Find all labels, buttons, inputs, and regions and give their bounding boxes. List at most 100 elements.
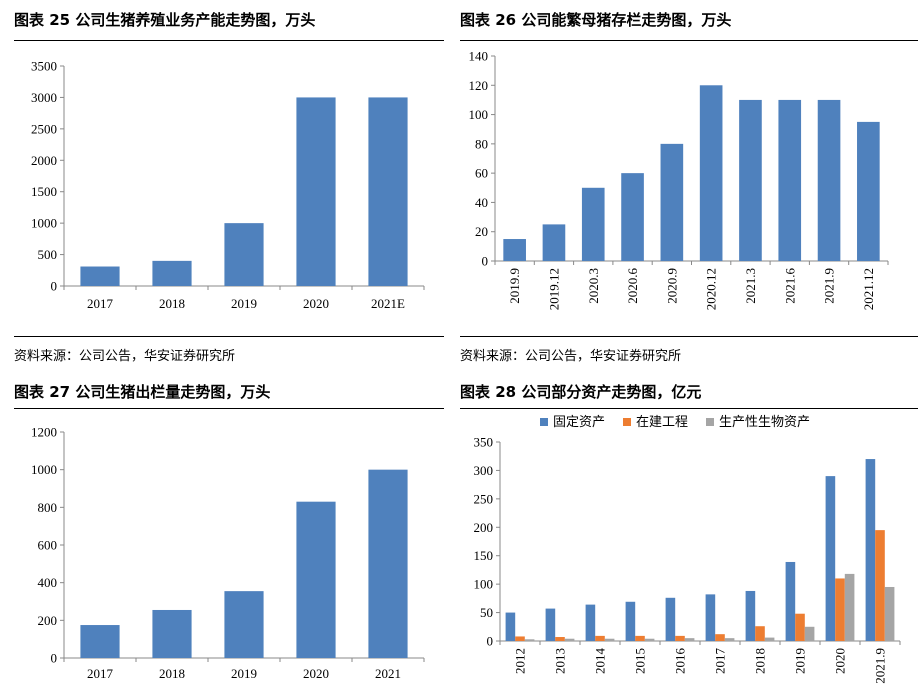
y-tick-label: 1500 [31,184,57,199]
bar-fixed-assets [705,594,716,641]
x-tick-label: 2012 [513,648,528,674]
bar-biological-assets [524,639,535,641]
chart-bottom-rule [14,336,444,337]
y-tick-label: 1000 [31,462,57,477]
chart-caption: 图表 28 公司部分资产走势图，亿元 [460,383,702,401]
y-tick-label: 50 [480,605,493,620]
bar-biological-assets [724,638,735,641]
y-tick-label: 40 [475,195,488,210]
bar [739,99,762,261]
bar-construction [795,613,805,641]
source-note: 资料来源：公司公告，华安证券研究所 [14,349,236,364]
y-tick-label: 0 [51,279,58,294]
y-tick-label: 60 [475,166,488,181]
y-tick-label: 500 [38,247,58,262]
y-tick-label: 140 [469,49,489,64]
bar-biological-assets [844,573,855,641]
chart-panel-26: 图表 26 公司能繁母猪存栏走势图，万头 0 20 40 60 80 100 120 140 2… [460,0,918,370]
bar-construction [635,635,645,641]
x-tick-label: 2016 [673,648,688,675]
y-tick-label: 800 [38,500,58,515]
legend-label: 在建工程 [636,414,688,429]
bar [368,469,408,658]
bar [778,99,802,261]
x-tick-label: 2017 [87,296,114,311]
bar-construction [515,636,525,641]
x-tick-label: 2020.3 [586,268,601,304]
y-tick-label: 1000 [31,216,57,231]
bar [581,187,605,261]
capacity-bar-chart: 0 500 1000 1500 2000 2500 3000 3500 2017 2018 2019… [31,59,425,311]
assets-grouped-bar-chart: 0 50 100 150 200 250 300 350 固定资产 在建工程 生产性生物资产 2012… [474,414,901,684]
bar-fixed-assets [665,597,676,641]
y-tick-label: 3500 [31,59,57,74]
bar [296,501,336,658]
bar [80,625,120,658]
x-tick-label: 2019 [231,296,257,311]
bar [296,97,336,286]
bar-biological-assets [884,586,895,641]
y-tick-label: 1200 [31,425,57,440]
sow-inventory-bar-chart: 0 20 40 60 80 100 120 140 2019.9 2019.12 2020.3 202… [469,49,889,310]
x-tick-label: 2018 [753,648,768,674]
y-tick-label: 0 [482,254,489,269]
x-tick-label: 2020 [833,648,848,674]
x-tick-label: 2017 [713,648,728,675]
y-tick-label: 600 [38,538,58,553]
x-tick-label: 2018 [159,296,185,311]
legend-label: 生产性生物资产 [719,414,810,429]
chart-caption: 图表 25 公司生猪养殖业务产能走势图，万头 [14,11,316,29]
x-tick-label: 2021.12 [861,268,876,310]
bar [660,143,684,261]
bar-fixed-assets [545,608,556,641]
bar [224,591,264,658]
y-tick-label: 80 [475,136,488,151]
chart-bottom-rule [460,336,918,337]
bar-fixed-assets [785,561,796,641]
y-tick-label: 0 [487,634,494,649]
caption-rule [460,40,918,41]
bar-fixed-assets [625,601,636,641]
y-tick-label: 120 [469,78,489,93]
legend-label: 固定资产 [553,414,605,429]
y-tick-label: 250 [474,491,494,506]
bar-biological-assets [804,626,815,641]
chart-caption: 图表 27 公司生猪出栏量走势图，万头 [14,383,271,401]
legend-swatch [540,418,548,426]
x-tick-label: 2020.12 [704,268,719,310]
x-tick-label: 2019.9 [507,268,522,304]
source-note: 资料来源：公司公告，华安证券研究所 [460,349,682,364]
chart-panel-28: 图表 28 公司部分资产走势图，亿元 0 50 100 150 200 250 300 350… [460,376,918,690]
output-bar-chart: 0 200 400 600 800 1000 1200 2017 2018 2019 2020 202… [31,425,425,681]
y-tick-label: 300 [474,463,494,478]
bar [699,85,723,262]
bar-biological-assets [684,638,695,641]
x-tick-label: 2021 [375,666,401,681]
x-tick-label: 2018 [159,666,185,681]
bar [857,121,880,262]
y-tick-label: 350 [474,435,494,450]
bar [368,97,408,286]
legend-swatch [623,418,631,426]
caption-rule [14,408,444,409]
x-tick-label: 2021.9 [822,268,837,304]
bar-biological-assets [764,637,775,641]
y-tick-label: 100 [469,107,489,122]
bar-construction [875,530,885,641]
x-tick-label: 2015 [633,648,648,674]
x-tick-label: 2021E [371,296,405,311]
y-tick-label: 0 [51,651,58,666]
y-tick-label: 200 [38,613,58,628]
bar [152,260,192,286]
bar-construction [715,634,725,641]
bar-fixed-assets [505,612,516,641]
y-tick-label: 2500 [31,121,57,136]
x-tick-label: 2021.9 [873,648,888,684]
bar-fixed-assets [825,476,836,641]
x-tick-label: 2019 [231,666,257,681]
bar [542,224,566,261]
bar [80,266,120,286]
bar-construction [675,635,685,641]
bar [224,223,264,286]
bar-biological-assets [604,638,615,641]
